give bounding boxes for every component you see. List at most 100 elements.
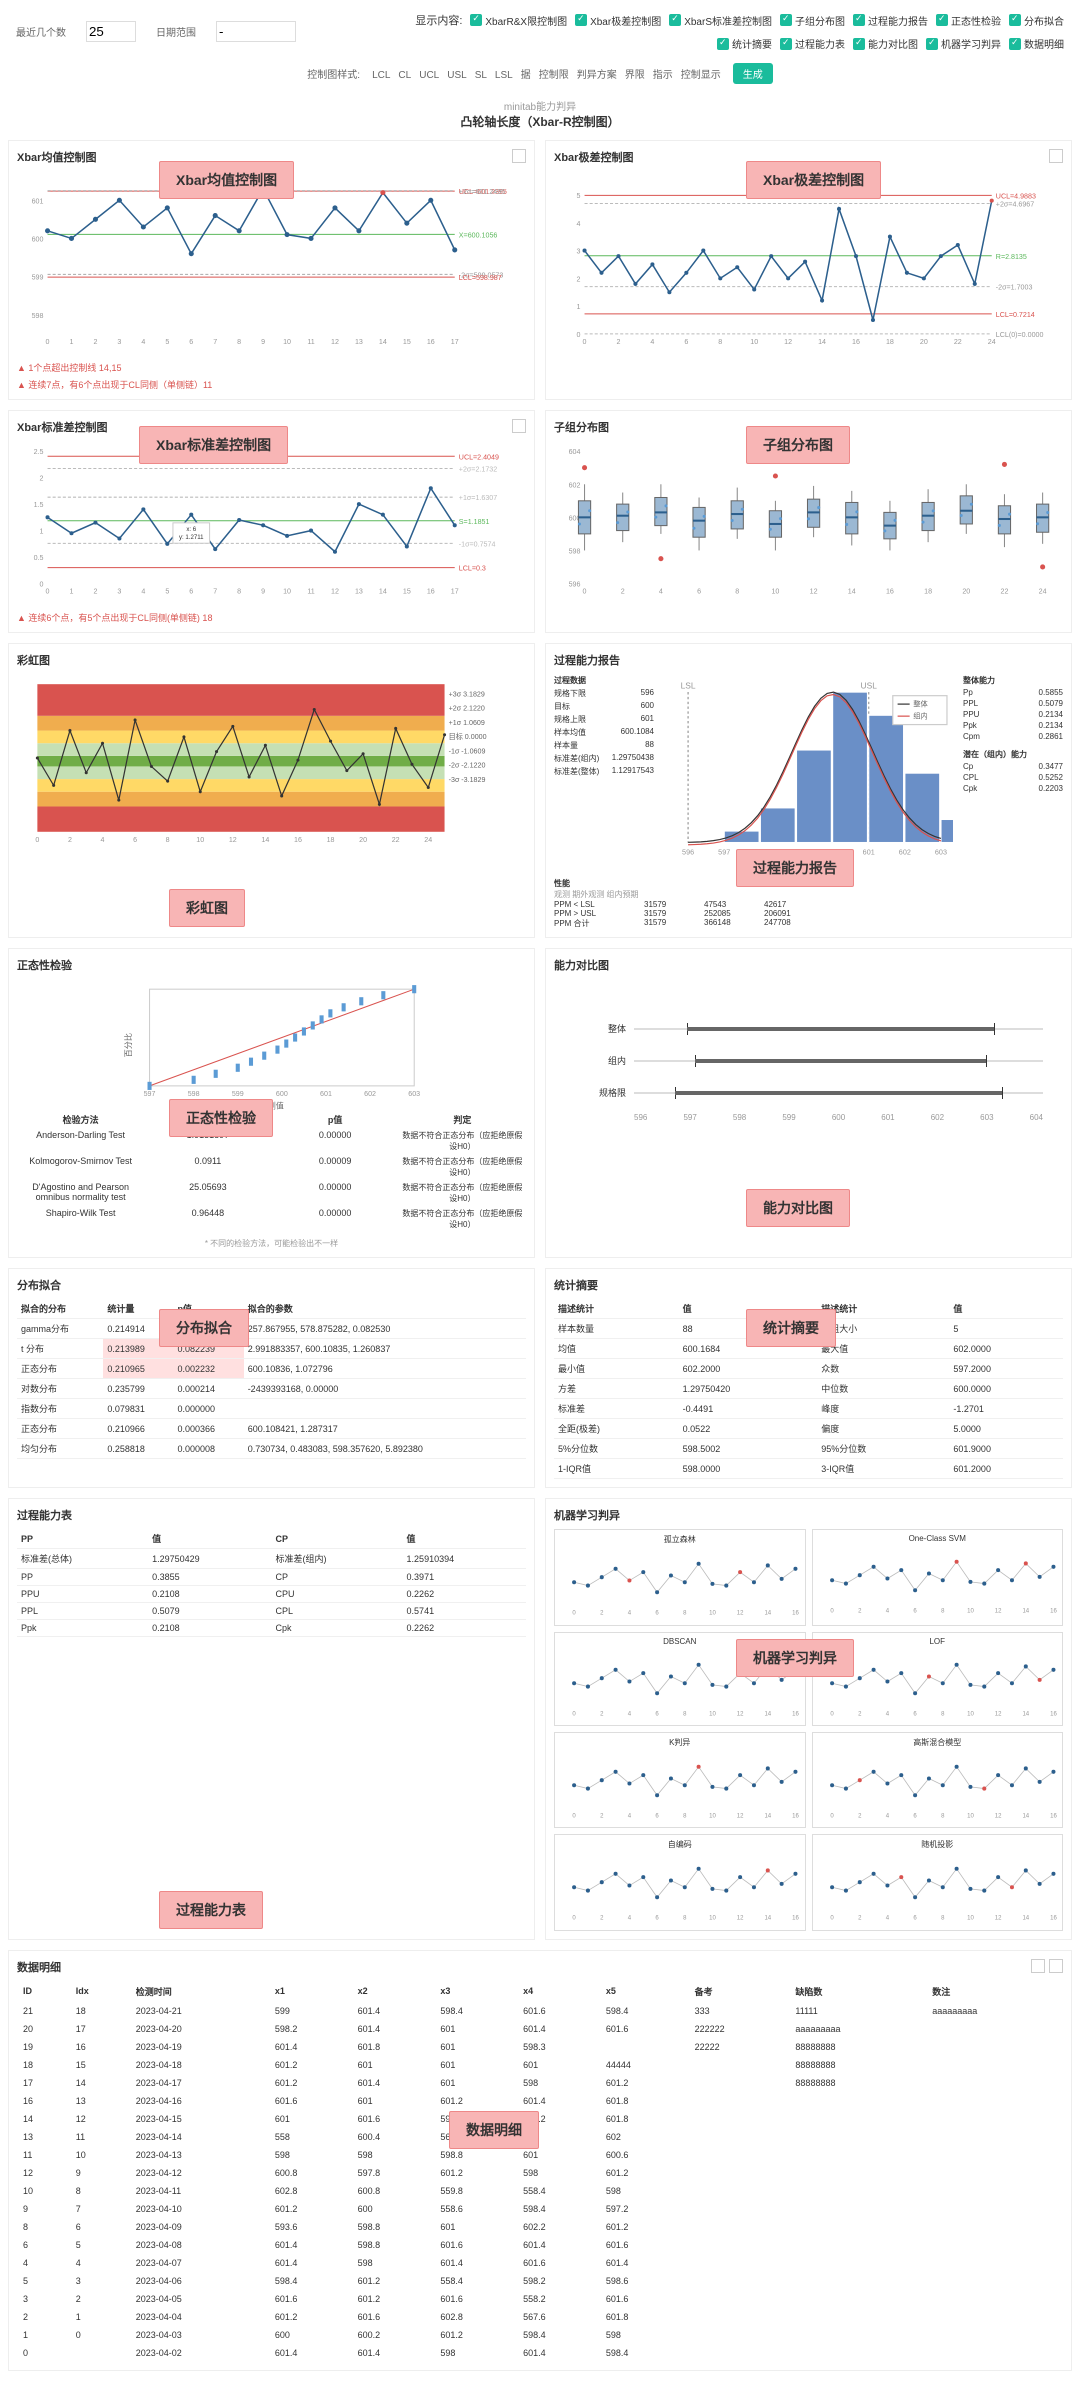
svg-text:0: 0 [583,588,587,596]
checkbox-item[interactable]: 子组分布图 [780,13,845,28]
table-row[interactable]: 972023-04-10601.2600558.6598.4597.2 [17,2200,1063,2218]
download-icon[interactable] [512,419,526,433]
checkbox-item[interactable]: 过程能力表 [780,36,845,51]
check-icon [470,14,482,26]
table-row[interactable]: 1082023-04-11602.8600.8559.8558.4598 [17,2182,1063,2200]
svg-text:0: 0 [830,1711,834,1717]
table-row[interactable]: 322023-04-05601.6601.2601.6558.2601.6 [17,2290,1063,2308]
display-label: 显示内容: [415,12,462,28]
table-row[interactable]: 11102023-04-13598598598.8601600.6 [17,2146,1063,2164]
table-row[interactable]: 17142023-04-17601.2601.4601598601.288888… [17,2074,1063,2092]
std-alert: 连续6个点，有5个点出现于CL同侧(单侧链) 18 [17,611,526,624]
checkbox-item[interactable]: 分布拟合 [1009,13,1064,28]
svg-text:组内: 组内 [913,712,927,721]
svg-text:11: 11 [307,588,314,596]
svg-text:4: 4 [659,588,663,596]
svg-text:12: 12 [994,1916,1001,1922]
svg-text:2: 2 [40,475,44,483]
compare-annotation: 能力对比图 [746,1189,850,1227]
svg-text:8: 8 [683,1711,687,1717]
main-title: 凸轮轴长度（Xbar-R控制图） [8,113,1072,130]
table-row[interactable]: 14122023-04-15601601.6598.4602.2601.8 [17,2110,1063,2128]
style-opt[interactable]: LCL [372,70,390,81]
svg-text:14: 14 [379,588,387,596]
svg-text:14: 14 [379,338,387,346]
svg-text:8: 8 [941,1916,945,1922]
generate-button[interactable]: 生成 [733,63,773,84]
table-row[interactable]: 532023-04-06598.4601.2558.4598.2598.6 [17,2272,1063,2290]
style-opt[interactable]: UCL [419,70,439,81]
style-opt[interactable]: 控制限 [539,70,569,81]
style-opt[interactable]: 控制显示 [681,70,721,81]
svg-text:+1σ 1.0609: +1σ 1.0609 [449,719,485,727]
checkbox-item[interactable]: 过程能力报告 [853,13,928,28]
xbar-mean-annotation: Xbar均值控制图 [159,161,294,199]
svg-text:16: 16 [427,338,435,346]
normality-title: 正态性检验 [17,957,526,973]
checkbox-item[interactable]: 统计摘要 [717,36,772,51]
svg-text:602: 602 [899,848,911,857]
fit-panel: 分布拟合 分布拟合 拟合的分布统计量p值拟合的参数gamma分布0.214914… [8,1268,535,1488]
svg-text:11: 11 [307,338,314,346]
svg-text:0: 0 [830,1916,834,1922]
style-opt[interactable]: USL [447,70,466,81]
svg-text:3: 3 [117,338,121,346]
style-opt[interactable]: CL [398,70,411,81]
svg-text:10: 10 [967,1609,974,1615]
compare-bar: 规格限 [574,1081,1043,1105]
capability-title: 过程能力报告 [554,652,1063,668]
capability-chart: LSLUSL596597598599600601602603整体组内 [664,674,953,867]
svg-text:6: 6 [655,1711,659,1717]
table-row[interactable]: 13112023-04-14558600.4567601602 [17,2128,1063,2146]
style-opt[interactable]: 判异方案 [577,70,617,81]
qq-chart: 597598599600601602603观测值百分比 [119,979,424,1111]
download-icon[interactable] [1049,149,1063,163]
download-icon[interactable] [1049,1959,1063,1973]
svg-text:0.5: 0.5 [34,554,44,562]
table-row[interactable]: 102023-04-03600600.2601.2598.4598 [17,2326,1063,2344]
svg-text:16: 16 [294,836,302,844]
table-row[interactable]: 862023-04-09593.6598.8601602.2601.2 [17,2218,1063,2236]
check-icon [853,14,865,26]
svg-text:+2σ=4.6967: +2σ=4.6967 [996,201,1034,209]
svg-text:16: 16 [792,1711,799,1717]
svg-text:13: 13 [355,588,363,596]
ml-cell: 高斯混合模型0246810121416 [812,1732,1064,1828]
svg-text:18: 18 [886,338,894,346]
svg-text:7: 7 [213,588,217,596]
checkbox-item[interactable]: XbarS标准差控制图 [669,13,772,28]
checkbox-item[interactable]: XbarR&X限控制图 [470,13,567,28]
table-row[interactable]: 1292023-04-12600.8597.8601.2598601.2 [17,2164,1063,2182]
table-row[interactable]: 18152023-04-18601.2601601601444448888888… [17,2056,1063,2074]
style-opt[interactable]: LSL [495,70,513,81]
style-opt[interactable]: 指示 [653,70,673,81]
checkbox-item[interactable]: 能力对比图 [853,36,918,51]
table-row[interactable]: 212023-04-04601.2601.6602.8567.6601.8 [17,2308,1063,2326]
expand-icon[interactable] [1031,1959,1045,1973]
subgroup-annotation: 子组分布图 [746,426,850,464]
subgroup-input[interactable] [86,21,136,42]
capability-annotation: 过程能力报告 [736,849,854,887]
checkbox-item[interactable]: Xbar极差控制图 [575,13,661,28]
svg-text:599: 599 [32,274,44,282]
table-row[interactable]: 20172023-04-20598.2601.4601601.4601.6222… [17,2020,1063,2038]
svg-text:14: 14 [764,1711,771,1717]
summary-panel: 统计摘要 统计摘要 描述统计值描述统计值样本数量88子组大小5均值600.168… [545,1268,1072,1488]
download-icon[interactable] [512,149,526,163]
svg-text:601: 601 [863,848,875,857]
checkbox-item[interactable]: 机器学习判异 [926,36,1001,51]
checkbox-item[interactable]: 正态性检验 [936,13,1001,28]
svg-text:0: 0 [572,1916,576,1922]
table-row[interactable]: 19162023-04-19601.4601.8601598.322222888… [17,2038,1063,2056]
table-row[interactable]: 16132023-04-16601.6601601.2601.4601.8 [17,2092,1063,2110]
table-row[interactable]: 652023-04-08601.4598.8601.6601.4601.6 [17,2236,1063,2254]
style-opt[interactable]: 据 [521,70,531,81]
style-opt[interactable]: 界限 [625,70,645,81]
table-row[interactable]: 442023-04-07601.4598601.4601.6601.4 [17,2254,1063,2272]
svg-text:y: 1.2711: y: 1.2711 [179,534,204,541]
style-opt[interactable]: SL [475,70,487,81]
table-row[interactable]: 21182023-04-21599601.4598.4601.6598.4333… [17,2002,1063,2020]
table-row[interactable]: 02023-04-02601.4601.4598601.4598.4 [17,2344,1063,2362]
date-input[interactable] [216,21,296,42]
checkbox-item[interactable]: 数据明细 [1009,36,1064,51]
